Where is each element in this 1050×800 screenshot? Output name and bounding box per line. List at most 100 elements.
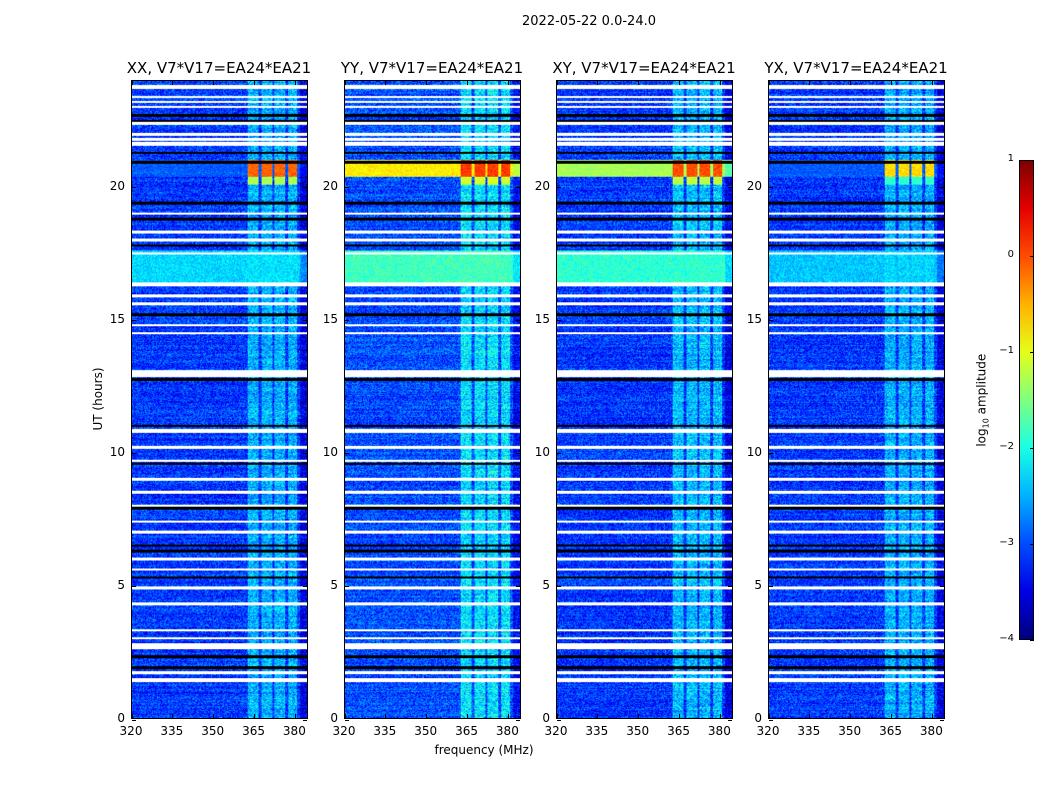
x-tick-mark <box>850 81 852 85</box>
y-tick-label: 20 <box>534 178 550 193</box>
y-tick-mark <box>345 719 349 721</box>
y-tick-mark <box>345 187 349 188</box>
y-tick-label: 0 <box>542 711 550 725</box>
x-tick-mark <box>768 81 770 85</box>
x-tick-label: 320 <box>119 724 143 738</box>
x-tick-mark <box>385 81 387 85</box>
colorbar-tick-label: −2 <box>999 441 1014 452</box>
panel-title: YX, V7*V17=EA24*EA21 <box>764 59 948 77</box>
y-tick-label: 0 <box>330 711 338 725</box>
x-axis-label: frequency (MHz) <box>434 743 534 757</box>
y-tick-mark <box>769 719 773 721</box>
x-tick-mark <box>426 81 428 85</box>
x-tick-mark <box>556 714 558 718</box>
y-tick-mark <box>940 187 944 188</box>
x-tick-mark <box>850 714 852 718</box>
x-tick-mark <box>426 714 428 718</box>
x-tick-mark <box>597 714 599 718</box>
y-tick-mark <box>940 453 944 455</box>
x-tick-mark <box>638 81 640 85</box>
x-tick-mark <box>719 81 721 85</box>
x-tick-mark <box>719 714 721 718</box>
y-tick-mark <box>557 586 561 588</box>
x-tick-mark <box>344 81 346 85</box>
colorbar-tick-label: 1 <box>1007 153 1014 164</box>
y-tick-mark <box>303 320 307 322</box>
x-tick-label: 350 <box>414 724 438 738</box>
x-tick-mark <box>131 714 133 718</box>
x-tick-label: 365 <box>879 724 902 738</box>
y-tick-label: 10 <box>109 444 125 459</box>
colorbar-label-base: 10 <box>981 418 991 429</box>
x-tick-mark <box>556 81 558 85</box>
y-tick-label: 10 <box>322 444 338 459</box>
y-tick-label: 20 <box>109 178 125 193</box>
figure-title: 2022-05-22 0.0-24.0 <box>522 14 656 29</box>
y-tick-mark <box>728 187 732 188</box>
y-tick-label: 10 <box>746 444 762 459</box>
y-tick-mark <box>728 719 732 721</box>
x-tick-label: 350 <box>201 724 225 738</box>
x-tick-label: 365 <box>455 724 478 738</box>
x-tick-mark <box>768 714 770 718</box>
spectrogram-image <box>557 81 732 718</box>
y-tick-label: 15 <box>322 311 338 326</box>
y-tick-mark <box>516 453 520 455</box>
x-tick-label: 380 <box>495 724 519 738</box>
spectrogram-panel <box>768 80 945 721</box>
x-tick-mark <box>891 81 893 85</box>
y-tick-mark <box>557 187 561 188</box>
colorbar-tick-mark <box>1030 256 1034 257</box>
x-tick-label: 380 <box>282 724 306 738</box>
y-tick-mark <box>345 586 349 588</box>
x-tick-label: 335 <box>585 724 609 738</box>
x-tick-label: 365 <box>667 724 690 738</box>
y-tick-label: 15 <box>109 311 125 326</box>
y-axis-label: UT (hours) <box>91 367 105 431</box>
x-tick-mark <box>809 81 811 85</box>
x-tick-mark <box>467 714 469 718</box>
y-tick-mark <box>940 320 944 322</box>
x-tick-mark <box>679 81 681 85</box>
x-tick-mark <box>597 81 599 85</box>
y-tick-mark <box>769 187 773 188</box>
y-tick-mark <box>728 453 732 455</box>
x-tick-mark <box>385 714 387 718</box>
x-tick-mark <box>213 714 215 718</box>
y-tick-label: 5 <box>542 577 550 592</box>
x-tick-label: 320 <box>332 724 356 738</box>
x-tick-label: 365 <box>242 724 265 738</box>
y-tick-mark <box>303 453 307 455</box>
y-tick-mark <box>557 320 561 322</box>
spectrogram-panel <box>131 80 308 721</box>
x-tick-mark <box>254 81 256 85</box>
x-tick-mark <box>467 81 469 85</box>
y-tick-mark <box>516 586 520 588</box>
y-tick-label: 10 <box>534 444 550 459</box>
spectrogram-image <box>345 81 520 718</box>
x-tick-mark <box>931 81 933 85</box>
x-tick-mark <box>172 81 174 85</box>
x-tick-mark <box>344 714 346 718</box>
x-tick-mark <box>809 714 811 718</box>
panel-title: XY, V7*V17=EA24*EA21 <box>552 59 736 77</box>
x-tick-label: 380 <box>707 724 731 738</box>
y-tick-mark <box>769 453 773 455</box>
y-tick-mark <box>303 719 307 721</box>
y-tick-mark <box>516 320 520 322</box>
y-tick-mark <box>345 453 349 455</box>
y-tick-label: 5 <box>330 577 338 592</box>
colorbar-tick-mark <box>1030 544 1034 545</box>
y-tick-mark <box>728 586 732 588</box>
x-tick-label: 350 <box>838 724 862 738</box>
x-tick-label: 335 <box>797 724 821 738</box>
y-tick-label: 20 <box>746 178 762 193</box>
y-tick-mark <box>940 719 944 721</box>
colorbar <box>1019 160 1034 640</box>
colorbar-tick-mark <box>1030 352 1034 353</box>
colorbar-tick-mark <box>1030 640 1034 641</box>
y-tick-label: 15 <box>534 311 550 326</box>
x-tick-label: 380 <box>919 724 943 738</box>
x-tick-label: 335 <box>160 724 184 738</box>
y-tick-mark <box>516 719 520 721</box>
